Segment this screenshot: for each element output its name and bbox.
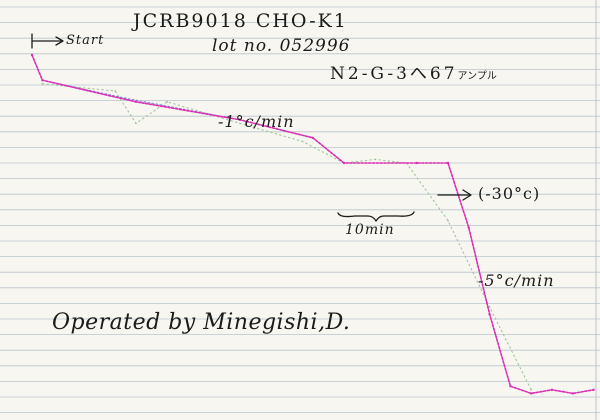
pink-trace-point-10 (509, 385, 512, 388)
hold-temperature-label: (-30°c) (478, 184, 541, 203)
pink-trace-point-7 (446, 161, 450, 165)
start-label: Start (66, 33, 105, 48)
pink-trace-group (30, 53, 595, 395)
hold-arrow-head (462, 189, 472, 201)
pink-trace-point-4 (311, 136, 314, 139)
green-trace-point-7 (374, 158, 377, 161)
traces (30, 53, 595, 395)
pink-trace-point-1 (41, 79, 44, 82)
operator-label: Operated by Minegishi,D. (52, 310, 351, 335)
cooling-rate-2-label: -5°c/min (478, 271, 555, 290)
green-trace-point-0 (41, 82, 44, 85)
cooling-rate-1-label: -1°c/min (218, 112, 295, 131)
header-line-3-kana: アンプル (457, 71, 497, 82)
start-arrow-head (55, 36, 64, 46)
green-trace-point-10 (488, 306, 491, 308)
green-trace (41, 83, 532, 391)
green-trace-point-3 (166, 100, 169, 103)
header-line-2: lot no. 052996 (212, 36, 351, 56)
green-trace-point-9 (447, 219, 449, 222)
green-trace-point-4 (239, 122, 241, 125)
header-line-3: N2-G-3へ67アンプル (330, 59, 497, 84)
pink-trace-point-13 (571, 392, 574, 395)
pink-trace-point-5 (342, 161, 346, 165)
green-trace-point-11 (530, 388, 533, 391)
hand-drawn-marks (31, 33, 472, 222)
pink-trace-point-6 (415, 161, 418, 165)
pink-trace-point-0 (30, 53, 34, 57)
green-trace-point-2 (135, 122, 137, 125)
hold-duration-brace (337, 211, 415, 222)
pink-trace-point-14 (592, 388, 595, 391)
green-trace-group (41, 82, 533, 391)
green-trace-point-5 (301, 140, 304, 143)
pink-trace-point-9 (488, 313, 491, 316)
hold-duration-label: 10min (345, 222, 395, 238)
green-trace-point-1 (114, 90, 117, 92)
pink-trace-point-8 (467, 226, 470, 229)
header-line-1: JCRB9018 CHO-K1 (133, 10, 348, 32)
pink-trace-point-2 (134, 100, 138, 104)
header-line-3-main: N2-G-3へ67 (330, 64, 458, 84)
pink-trace-point-12 (550, 388, 554, 391)
pink-trace-point-11 (530, 392, 533, 395)
pink-trace-point-3 (238, 118, 242, 122)
